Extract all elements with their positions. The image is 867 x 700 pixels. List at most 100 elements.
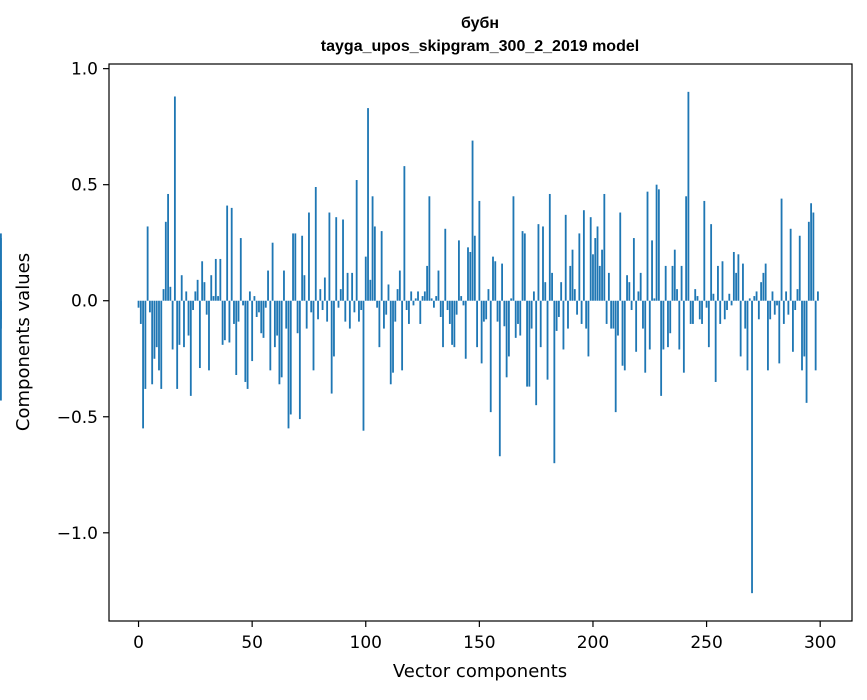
bar-11 [162,289,165,301]
bar-274 [760,282,763,301]
bar-46 [242,300,244,306]
bar-52 [255,300,258,317]
bar-290 [796,289,799,301]
bar-31 [208,300,210,371]
bar-272 [755,291,758,301]
bar-227 [653,298,656,301]
bar-104 [373,226,376,301]
bar-94 [351,272,354,301]
bar-75 [308,212,310,301]
bar-43 [235,300,238,375]
bar-22 [187,300,190,336]
bar-271 [753,296,756,301]
bar-33 [212,296,215,301]
bar-188 [564,214,567,301]
bar-241 [685,196,688,301]
bar-254 [714,300,717,382]
bar-28 [201,261,204,301]
x-tick-label: 50 [241,633,263,653]
bar-298 [814,300,817,371]
bar-8 [155,300,158,348]
bar-291 [798,235,801,301]
bar-211 [617,300,619,336]
bar-131 [435,296,438,301]
bar-74 [305,300,308,329]
bar-34 [214,258,217,301]
bar-282 [778,300,781,364]
bar-210 [614,300,617,413]
bar-283 [780,198,783,301]
bar-266 [742,263,744,301]
bar-155 [489,300,492,413]
bar-25 [194,291,197,301]
bar-61 [276,300,279,336]
bar-177 [539,300,542,348]
bar-238 [678,300,681,350]
bar-181 [548,193,551,301]
bar-48 [246,300,249,389]
bar-103 [371,196,374,301]
bar-267 [744,300,747,329]
bar-41 [230,207,233,301]
bar-236 [673,249,676,301]
bar-192 [573,289,576,301]
bar-255 [717,265,719,301]
bar-229 [657,189,660,301]
bar-224 [646,191,649,301]
bar-112 [392,300,394,373]
bar-232 [664,265,667,301]
bar-79 [317,300,319,320]
bar-228 [655,184,658,301]
bar-35 [217,296,219,301]
bar-216 [628,282,631,301]
bar-108 [383,300,385,329]
bar-39 [226,205,229,301]
bar-231 [662,300,665,350]
bar-147 [471,140,474,301]
bar-86 [333,300,335,357]
plot-frame [108,63,853,622]
bar-297 [812,212,815,301]
bar-217 [630,300,633,311]
bar-36 [219,258,222,301]
bar-215 [626,275,628,301]
bar-190 [569,265,572,301]
chart-title: бубн [461,15,499,32]
bar-9 [158,300,160,371]
bar-50 [251,300,254,362]
bar-45 [239,238,242,301]
bar-178 [542,226,544,301]
bar-88 [337,300,340,308]
bar-199 [589,217,592,301]
bar-129 [430,298,433,301]
bar-111 [389,300,392,385]
x-tick-label: 200 [577,633,609,653]
bar-148 [473,235,476,301]
bar-67 [289,300,292,415]
bar-51 [253,296,256,301]
bar-124 [419,300,422,324]
bar-214 [623,300,626,371]
bar-81 [321,300,324,311]
bar-117 [403,166,406,301]
bar-30 [205,300,208,315]
bar-65 [285,300,288,329]
x-tick-label: 300 [804,633,836,653]
bar-161 [503,300,506,327]
bar-66 [287,300,290,429]
bar-182 [551,272,553,301]
bar-85 [330,300,333,394]
bar-186 [560,282,563,301]
bar-280 [773,300,776,315]
bar-118 [405,300,408,311]
bar-101 [367,108,369,301]
y-tick-label: 0.0 [71,292,98,312]
bar-185 [557,300,560,317]
bar-221 [639,272,642,301]
bar-78 [314,187,317,301]
bar-234 [669,300,672,334]
bar-17 [176,300,179,389]
bar-119 [408,300,410,324]
bar-0 [137,300,140,308]
